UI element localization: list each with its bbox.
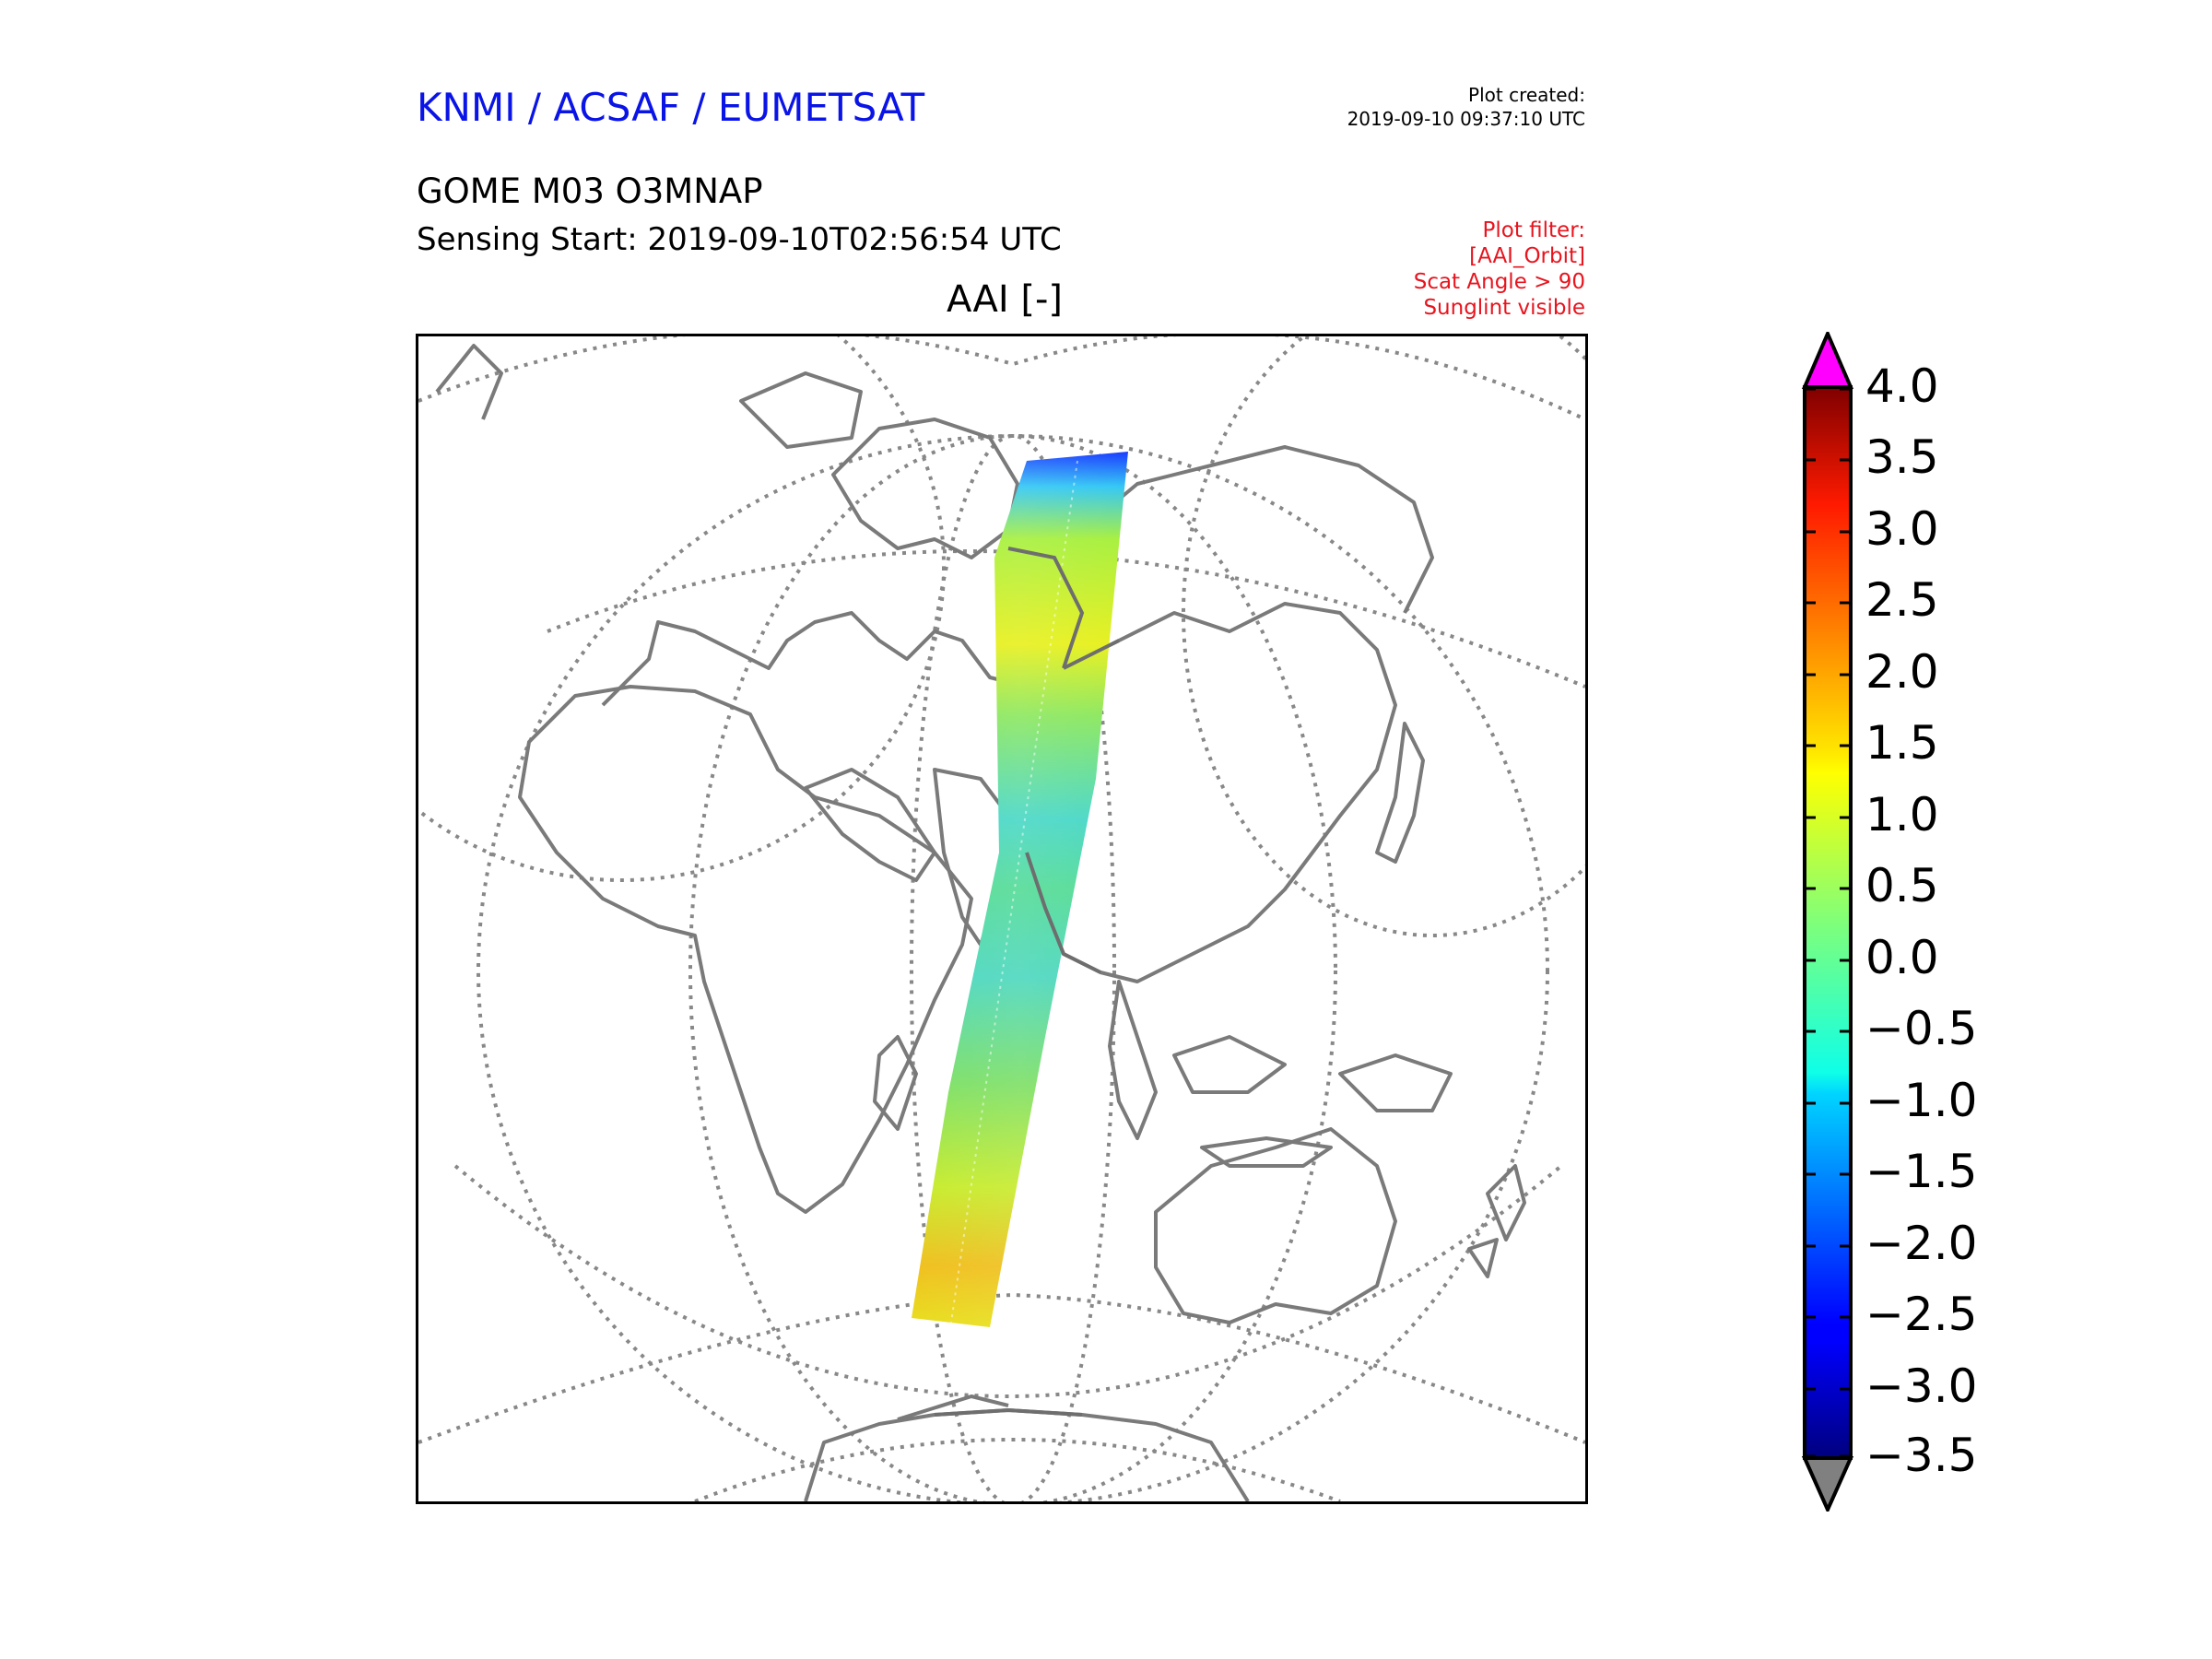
colorbar-over-arrow — [1801, 332, 1854, 389]
plot-created-time: 2019-09-10 09:37:10 UTC — [1347, 108, 1585, 130]
colorbar-tick-label: −0.5 — [1865, 1002, 1978, 1055]
colorbar-under-arrow — [1801, 1456, 1854, 1512]
japan-coast — [1375, 722, 1425, 864]
coastlines-over-swath — [934, 547, 1120, 1417]
plot-filter-line: Scat Angle > 90 — [1413, 270, 1585, 294]
colorbar — [1801, 332, 1854, 1512]
plot-created-label: Plot created: — [1468, 84, 1585, 106]
colorbar-tick-label: 0.5 — [1865, 859, 1939, 912]
map-panel — [416, 334, 1588, 1504]
colorbar-tick-label: 1.5 — [1865, 716, 1939, 770]
swath-nadir — [950, 460, 1078, 1324]
colorbar-tick-label: 2.5 — [1865, 573, 1939, 627]
colorbar-tick-label: 4.0 — [1865, 359, 1939, 413]
sensing-start: Sensing Start: 2019-09-10T02:56:54 UTC — [417, 221, 1062, 258]
colorbar-tick-label: 1.0 — [1865, 788, 1939, 841]
source-title: KNMI / ACSAF / EUMETSAT — [417, 85, 925, 130]
australia-coast — [1154, 1127, 1397, 1324]
plot-filter: Plot filter: [AAI_Orbit] Scat Angle > 90… — [1414, 218, 1585, 321]
coastlines — [435, 344, 1526, 1501]
plot-created: Plot created: 2019-09-10 09:37:10 UTC — [1347, 83, 1585, 131]
colorbar-tick-label: 0.0 — [1865, 931, 1939, 984]
colorbar-tick-label: −2.0 — [1865, 1217, 1978, 1270]
colorbar-tick-label: 3.5 — [1865, 430, 1939, 484]
colorbar-gradient — [1803, 385, 1853, 1460]
colorbar-tick-label: −1.5 — [1865, 1145, 1978, 1198]
map-title: AAI [-] — [947, 278, 1063, 321]
aai-swath — [912, 452, 1128, 1327]
plot-filter-line: Sunglint visible — [1423, 296, 1585, 320]
colorbar-tick-label: 2.0 — [1865, 645, 1939, 699]
colorbar-tick-label: −3.0 — [1865, 1359, 1978, 1413]
colorbar-tick-label: −2.5 — [1865, 1288, 1978, 1341]
colorbar-tick-marks — [1805, 387, 1851, 1458]
antarctica-coast — [804, 1408, 1250, 1501]
product-title: GOME M03 O3MNAP — [417, 171, 763, 211]
colorbar-tick-label: 3.0 — [1865, 502, 1939, 556]
greenland-coast — [831, 418, 1019, 559]
africa-coast — [518, 685, 973, 1214]
colorbar-tick-label: −3.5 — [1865, 1429, 1978, 1482]
map-canvas — [418, 336, 1585, 1501]
colorbar-tick-label: −1.0 — [1865, 1074, 1978, 1127]
plot-filter-label: Plot filter: — [1482, 218, 1585, 242]
plot-filter-line: [AAI_Orbit] — [1469, 244, 1585, 268]
madagascar-coast — [873, 1035, 918, 1131]
